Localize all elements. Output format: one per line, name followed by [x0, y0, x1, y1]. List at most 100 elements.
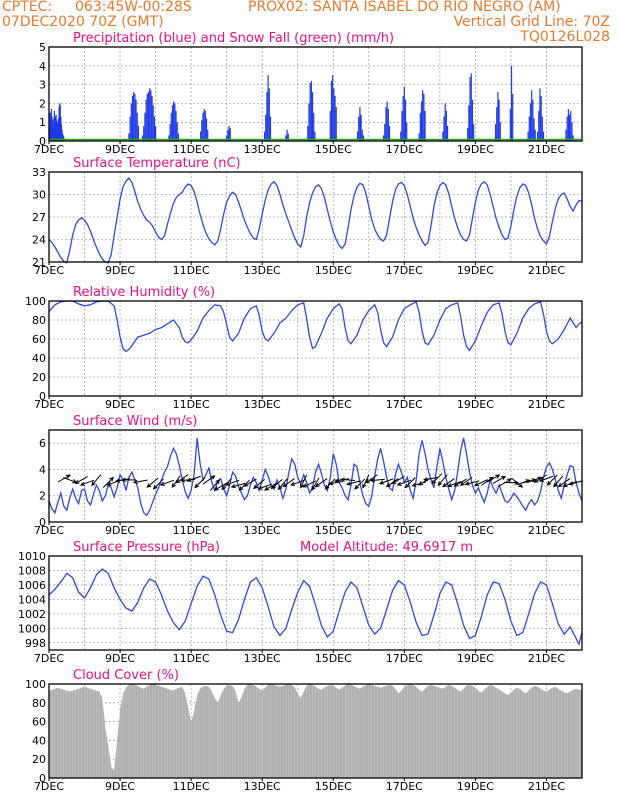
wind-arrow [486, 474, 501, 483]
wind-arrow-shaft [171, 475, 181, 488]
wind-arrow [257, 483, 272, 490]
precip-bar [263, 131, 266, 141]
wind-arrow-head [74, 479, 80, 485]
plot-frame [48, 555, 583, 651]
wind-arrow-head [442, 482, 448, 488]
wind-arrow-shaft [392, 476, 405, 484]
precip-bar [470, 73, 472, 141]
header-model-id: TQ0126L028 [520, 29, 610, 45]
wind-arrow-head [215, 478, 221, 484]
wind-arrow-head [194, 483, 200, 489]
wind-arrow [186, 475, 201, 482]
precip-bar [313, 112, 315, 141]
y-tick-label: 60 [32, 333, 46, 346]
x-tick-label: 21DEC [528, 652, 565, 665]
wind-arrow-shaft [91, 474, 102, 486]
precip-bar [173, 101, 175, 141]
x-tick-label: 9DEC [105, 780, 135, 793]
wind-arrow-head [180, 478, 186, 483]
precip-bar [129, 116, 131, 141]
precip-bar [541, 116, 543, 141]
x-tick-label: 15DEC [315, 398, 352, 411]
wind-arrow-shaft [365, 474, 378, 484]
wind-arrow [511, 477, 524, 488]
y-tick-label: 60 [32, 716, 46, 729]
precip-bar [566, 116, 568, 141]
x-tick-label: 21DEC [528, 398, 565, 411]
precip-bar [356, 131, 359, 141]
precip-bar [531, 90, 533, 141]
wind-arrow-head [447, 483, 453, 488]
header-station: PROX02: SANTA ISABEL DO RIO NEGRO (AM) [248, 0, 561, 15]
x-tick-label: 17DEC [386, 524, 423, 537]
wind-arrow [447, 481, 462, 488]
x-tick-label: 15DEC [315, 264, 352, 277]
x-tick-label: 13DEC [244, 524, 281, 537]
precip-bar [404, 99, 407, 141]
series-line [48, 568, 583, 647]
x-tick-label: 19DEC [457, 143, 494, 156]
y-tick-label: 4 [39, 463, 46, 476]
wind-arrow-shaft [290, 479, 305, 486]
x-tick-label: 7DEC [34, 264, 64, 277]
y-tick-label: 0 [39, 516, 46, 529]
precip-bar [534, 129, 536, 141]
precip-bar [568, 114, 571, 141]
y-tick-label: 40 [32, 734, 46, 747]
precip-bar [383, 135, 385, 141]
wind-arrow-head [115, 478, 121, 483]
wind-arrow-head [328, 481, 334, 486]
precip-bar [286, 129, 288, 141]
precip-bar [469, 77, 471, 141]
precip-bar [362, 135, 365, 141]
x-tick-label: 11DEC [173, 780, 210, 793]
wind-arrow [339, 477, 356, 482]
wind-arrow [132, 479, 148, 485]
precip-bar [171, 105, 174, 141]
wind-arrow-head [411, 482, 417, 487]
wind-arrow-head [568, 481, 574, 486]
wind-arrow-head [354, 484, 359, 490]
y-tick-label: 80 [32, 697, 46, 710]
y-tick-label: 30 [32, 189, 46, 202]
wind-arrow [62, 477, 78, 484]
panel-6: 7DEC 9DEC 11DEC 13DEC 15DEC 17DEC 19DEC 21DEC 0 2… [25, 668, 583, 793]
precip-bar [170, 112, 172, 141]
wind-arrow-shaft [57, 474, 71, 483]
precip-bar [136, 112, 138, 141]
wind-arrow [252, 479, 265, 490]
wind-arrow-head [264, 486, 270, 491]
precip-bar [406, 122, 408, 141]
wind-arrow [459, 476, 473, 486]
x-tick-label: 17DEC [386, 652, 423, 665]
wind-arrow-head [339, 477, 346, 482]
wind-arrow-head [252, 484, 258, 490]
wind-arrow-head [391, 479, 397, 485]
y-tick-label: 40 [32, 352, 46, 365]
wind-arrow [492, 475, 507, 484]
series-line [48, 176, 583, 264]
precip-bar [359, 107, 361, 141]
precip-bar [285, 135, 287, 141]
precip-bar [473, 124, 475, 141]
wind-arrow-head [314, 482, 320, 488]
wind-arrow-shaft [102, 477, 114, 488]
wind-arrow-shaft [465, 480, 480, 485]
precip-bar [567, 109, 569, 141]
header-date: 07DEC2020 70Z (GMT) [2, 14, 164, 30]
precip-bar [403, 86, 405, 141]
wind-arrow [546, 474, 558, 486]
precip-bar [335, 107, 337, 141]
precip-bar [205, 118, 208, 141]
precip-bar [401, 110, 403, 141]
wind-arrow [404, 477, 416, 489]
x-tick-label: 7DEC [34, 524, 64, 537]
y-tick-label: 0 [39, 772, 46, 785]
series-line [48, 437, 583, 517]
wind-arrow-head [224, 481, 231, 486]
wind-arrow-head [109, 476, 114, 482]
wind-arrow-head [518, 483, 524, 488]
wind-arrow [277, 478, 288, 491]
wind-arrow-head [422, 477, 429, 482]
precip-bar [497, 92, 499, 141]
